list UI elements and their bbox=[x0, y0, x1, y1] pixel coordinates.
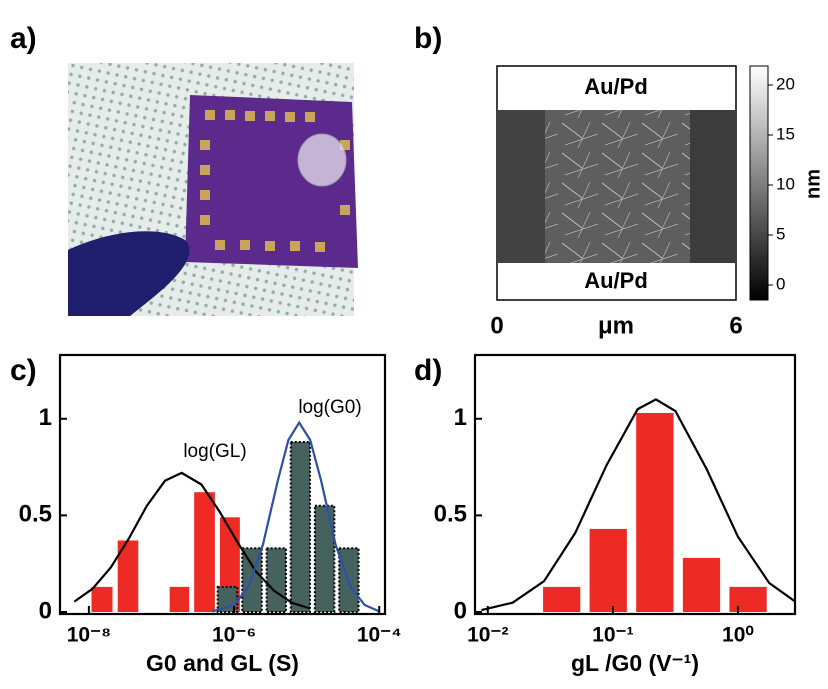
x-axis-title: gL /G0 (V⁻¹) bbox=[571, 650, 699, 676]
bar bbox=[267, 548, 286, 612]
colorbar-tick-label: 15 bbox=[776, 124, 795, 143]
x-axis-title: G0 and GL (S) bbox=[146, 650, 299, 676]
photo-device bbox=[68, 63, 358, 316]
colorbar-tick-label: 20 bbox=[776, 74, 795, 93]
x-tick-label: 10⁻¹ bbox=[592, 624, 633, 647]
bar bbox=[683, 558, 720, 612]
y-tick-label: 0 bbox=[39, 597, 52, 624]
electrode-label: Au/Pd bbox=[584, 74, 648, 99]
y-tick-label: 1 bbox=[39, 404, 52, 431]
x-tick-label: 0 bbox=[490, 312, 503, 339]
panel-label: d) bbox=[414, 354, 442, 387]
x-tick-label: 10⁻⁴ bbox=[357, 624, 402, 647]
y-tick-label: 0.5 bbox=[19, 501, 52, 528]
colorbar-tick-label: 5 bbox=[776, 224, 785, 243]
y-tick-label: 0.5 bbox=[434, 501, 467, 528]
x-tick-label: 10⁻² bbox=[467, 624, 508, 647]
afm-image bbox=[497, 66, 768, 300]
electrode-label: Au/Pd bbox=[584, 268, 648, 293]
annotation: log(GL) bbox=[183, 441, 246, 462]
panel-label: a) bbox=[10, 22, 37, 55]
figure: a)b)c)d)Au/PdAu/Pd05101520nm06μm10⁻⁸10⁻⁶… bbox=[0, 0, 828, 689]
y-tick-label: 0 bbox=[454, 597, 467, 624]
x-tick-label: 10⁻⁶ bbox=[212, 624, 256, 647]
x-tick-label: 6 bbox=[729, 312, 742, 339]
bar bbox=[590, 529, 627, 612]
bar bbox=[170, 587, 190, 612]
bar bbox=[729, 587, 766, 612]
y-tick-label: 1 bbox=[454, 404, 467, 431]
plot-frame bbox=[475, 355, 795, 614]
chart: 10⁻² 10⁻¹ 10⁰ 0 0.5 1 gL /G0 (V⁻¹) bbox=[434, 355, 795, 676]
panel-label: b) bbox=[414, 22, 442, 55]
panel-label: c) bbox=[10, 354, 37, 387]
bar bbox=[194, 492, 215, 612]
bar bbox=[92, 587, 113, 612]
annotation: log(G0) bbox=[298, 397, 361, 418]
bar bbox=[636, 413, 673, 612]
chart: 10⁻⁸ 10⁻⁶ 10⁻⁴ 0 0.5 1 G0 and GL (S) log(GL) log… bbox=[19, 355, 402, 676]
x-tick-label: 10⁻⁸ bbox=[67, 624, 111, 647]
bar bbox=[543, 587, 580, 612]
bar bbox=[291, 442, 310, 612]
colorbar-tick-label: 10 bbox=[776, 174, 795, 193]
colorbar-unit: nm bbox=[802, 169, 824, 199]
colorbar-tick-label: 0 bbox=[776, 274, 785, 293]
x-axis-unit: μm bbox=[598, 312, 634, 339]
x-tick-label: 10⁰ bbox=[722, 624, 754, 647]
